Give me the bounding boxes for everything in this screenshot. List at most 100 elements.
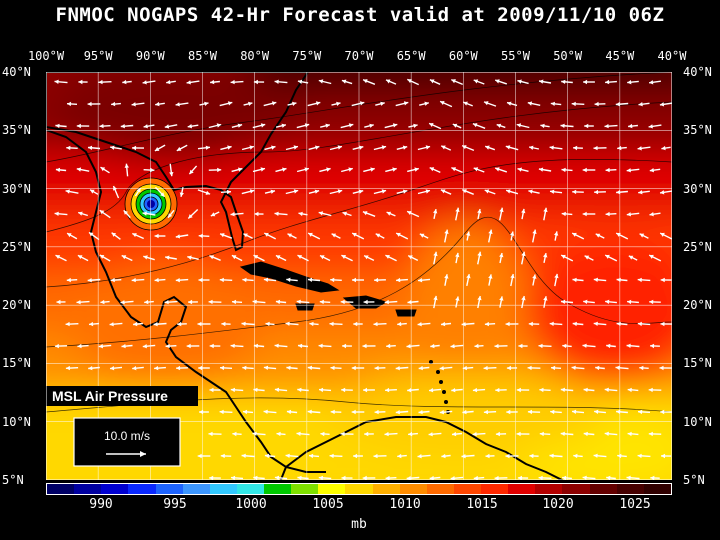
wind-arrowhead bbox=[205, 190, 211, 195]
wind-arrowhead bbox=[583, 387, 588, 392]
wind-arrowhead bbox=[209, 343, 214, 349]
wind-arrowhead bbox=[297, 255, 302, 259]
pressure-map: MSL Air Pressure 10.0 m/s bbox=[46, 72, 672, 480]
wind-arrowhead bbox=[593, 453, 598, 458]
wind-arrowhead bbox=[648, 387, 653, 393]
wind-arrowhead bbox=[286, 409, 292, 415]
wind-arrowhead bbox=[628, 123, 633, 129]
wind-arrowhead bbox=[381, 145, 387, 150]
wind-arrowhead bbox=[348, 123, 354, 128]
wind-arrowhead bbox=[374, 409, 379, 415]
puerto-rico bbox=[395, 309, 417, 317]
wind-arrowhead bbox=[543, 253, 548, 258]
wind-arrowhead bbox=[287, 233, 292, 238]
wind-arrowhead bbox=[260, 167, 265, 172]
wind-arrowhead bbox=[198, 365, 203, 371]
latitude-label: 20°N bbox=[683, 298, 712, 313]
wind-arrowhead bbox=[455, 296, 460, 301]
wind-arrowhead bbox=[444, 229, 449, 234]
wind-arrowhead bbox=[477, 251, 482, 257]
wind-arrowhead bbox=[639, 365, 644, 371]
wind-arrowhead bbox=[506, 409, 511, 415]
latitude-label: 30°N bbox=[2, 181, 31, 196]
wind-arrowhead bbox=[109, 322, 114, 327]
wind-arrowhead bbox=[418, 365, 423, 371]
wind-arrowhead bbox=[604, 387, 609, 392]
wind-arrowhead bbox=[121, 255, 127, 260]
wind-arrowhead bbox=[509, 231, 515, 236]
latitude-label: 40°N bbox=[683, 65, 712, 79]
wind-arrowhead bbox=[208, 299, 213, 305]
wind-arrowhead bbox=[336, 101, 341, 106]
wind-arrowhead bbox=[369, 123, 374, 128]
wind-arrowhead bbox=[320, 431, 325, 437]
wind-arrowhead bbox=[260, 123, 266, 128]
wind-arrowhead bbox=[649, 80, 654, 85]
wind-arrowhead bbox=[226, 189, 231, 195]
wind-arrowhead bbox=[407, 388, 412, 393]
wind-arrowhead bbox=[110, 145, 115, 150]
wind-arrowhead bbox=[99, 123, 104, 129]
wind-arrowhead bbox=[249, 145, 254, 150]
wind-arrowhead bbox=[340, 431, 345, 437]
wind-arrowhead bbox=[386, 79, 391, 84]
wind-arrowhead bbox=[297, 79, 303, 84]
wind-arrowhead bbox=[407, 79, 412, 84]
wind-arrowhead bbox=[648, 431, 653, 437]
wind-arrowhead bbox=[441, 321, 446, 327]
wind-arrowhead bbox=[253, 255, 259, 259]
wind-arrowhead bbox=[649, 299, 654, 305]
wind-arrowhead bbox=[131, 102, 136, 107]
wind-arrowhead bbox=[572, 321, 577, 327]
wind-arrowhead bbox=[550, 101, 555, 106]
wind-arrowhead bbox=[571, 365, 576, 370]
wind-arrowhead bbox=[529, 453, 534, 459]
cuba bbox=[239, 261, 340, 293]
wind-arrowhead bbox=[142, 211, 147, 216]
wind-arrowhead bbox=[605, 299, 610, 304]
wind-arrowhead bbox=[462, 189, 467, 194]
wind-arrowhead bbox=[595, 365, 600, 371]
wind-arrowhead bbox=[628, 255, 634, 260]
wind-arrowhead bbox=[220, 453, 225, 459]
wind-arrowhead bbox=[124, 163, 129, 168]
wind-arrowhead bbox=[395, 410, 400, 415]
colorbar-tick-label: 995 bbox=[163, 497, 187, 512]
wind-arrowhead bbox=[584, 123, 589, 129]
wind-arrowhead bbox=[518, 343, 523, 349]
wind-arrowhead bbox=[637, 277, 642, 283]
wind-arrowhead bbox=[243, 233, 248, 238]
wind-arrowhead bbox=[638, 102, 643, 107]
wind-arrowhead bbox=[472, 432, 477, 437]
wind-arrowhead bbox=[414, 167, 419, 172]
wind-arrowhead bbox=[241, 321, 246, 326]
colorbar-tick-label: 1000 bbox=[235, 497, 267, 512]
wind-arrowhead bbox=[428, 432, 433, 437]
wind-arrowhead bbox=[154, 277, 159, 283]
wind-arrowhead bbox=[100, 299, 105, 305]
wind-arrowhead bbox=[450, 476, 455, 480]
wind-arrowhead bbox=[198, 277, 203, 283]
wind-arrowhead bbox=[263, 409, 268, 414]
wind-arrowhead bbox=[477, 209, 482, 214]
wind-arrowhead bbox=[572, 232, 577, 237]
colorbar-tick-label: 1020 bbox=[542, 497, 574, 512]
wind-arrowhead bbox=[573, 145, 578, 151]
wind-arrowhead bbox=[385, 475, 390, 480]
colorbar-segment bbox=[74, 484, 102, 494]
longitude-label: 55°W bbox=[501, 49, 530, 63]
wind-arrowhead bbox=[154, 147, 160, 151]
wind-arrowhead bbox=[430, 343, 435, 349]
wind-arrowhead bbox=[220, 365, 225, 371]
wind-arrowhead bbox=[582, 211, 587, 217]
wind-arrowhead bbox=[495, 79, 500, 84]
latitude-label: 35°N bbox=[683, 123, 712, 138]
wind-arrowhead bbox=[433, 295, 438, 301]
latitude-label: 10°N bbox=[2, 414, 31, 429]
wind-arrowhead bbox=[362, 211, 368, 216]
wind-arrowhead bbox=[495, 431, 500, 437]
colorbar-segment bbox=[345, 484, 373, 494]
wind-arrowhead bbox=[660, 277, 665, 283]
wind-arrowhead bbox=[292, 101, 297, 106]
wind-arrowhead bbox=[494, 343, 499, 349]
